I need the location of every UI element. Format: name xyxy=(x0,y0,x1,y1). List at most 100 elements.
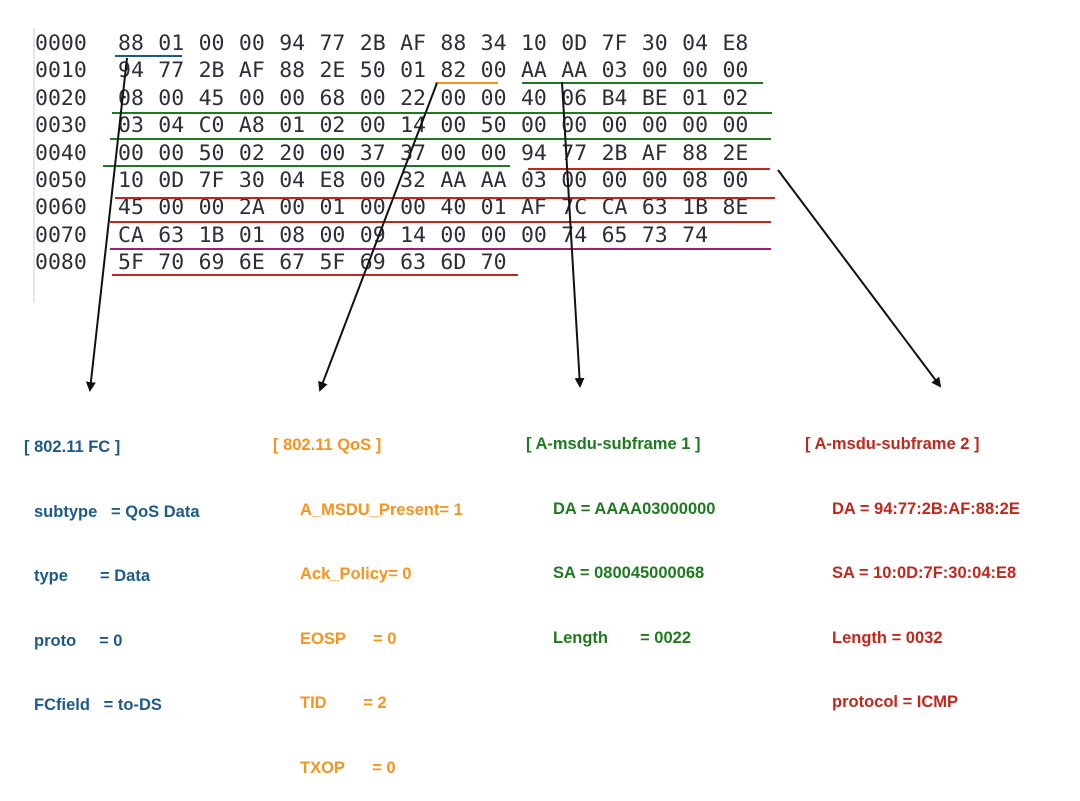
subframe2-annotation: [ A-msdu-subframe 2 ] DA = 94:77:2B:AF:8… xyxy=(805,391,1020,735)
gutter-divider xyxy=(33,28,35,303)
hex-byte: 02 xyxy=(319,113,346,139)
hex-byte: AF xyxy=(641,140,668,166)
hex-byte: 00 xyxy=(359,195,386,221)
hex-byte: 00 xyxy=(601,167,628,193)
hex-byte: 00 xyxy=(561,167,588,193)
hex-byte: 00 xyxy=(440,85,467,111)
hex-byte: AA xyxy=(440,167,467,193)
hex-byte: 00 xyxy=(319,222,346,248)
hex-byte: 01 xyxy=(158,31,185,56)
hex-byte: 88 xyxy=(440,31,467,56)
hex-offset: 0030 xyxy=(35,113,87,139)
hex-byte: 00 xyxy=(319,140,346,166)
hex-byte: 00 xyxy=(520,113,547,139)
subframe2-field: DA = 94:77:2B:AF:88:2E xyxy=(832,499,1020,518)
qos-field: TXOP = 0 xyxy=(300,758,396,777)
hex-byte: 30 xyxy=(641,31,668,56)
hex-byte: 94 xyxy=(118,58,144,84)
hex-byte: 94 xyxy=(279,31,306,56)
hex-byte: 2A xyxy=(238,195,265,221)
fc-field: FCfield = to-DS xyxy=(34,696,162,714)
hex-offset: 0080 xyxy=(35,250,87,276)
hex-byte: 50 xyxy=(480,113,507,139)
hex-byte: 00 xyxy=(722,167,749,193)
fc-field: type = Data xyxy=(34,567,150,585)
hex-byte: 08 xyxy=(682,167,709,193)
hex-byte: 06 xyxy=(561,85,588,111)
hex-byte: AA xyxy=(561,58,588,84)
hex-byte: 01 xyxy=(319,195,346,221)
hex-byte: AA xyxy=(520,58,547,84)
hex-byte: 45 xyxy=(118,195,144,221)
hex-byte: 02 xyxy=(238,140,265,166)
hex-byte: 22 xyxy=(400,85,426,111)
hex-row: 0040 00 00 50 02 20 00 37 37 00 00 94 77 2B AF 88 2E xyxy=(35,140,763,167)
hex-byte: 00 xyxy=(722,113,749,139)
hex-byte: 77 xyxy=(319,31,346,56)
hex-byte: 04 xyxy=(682,31,709,56)
hex-byte: 00 xyxy=(682,58,709,84)
hex-byte: 40 xyxy=(440,195,467,221)
hex-row: 0060 45 00 00 2A 00 01 00 00 40 01 AF 7C CA 63 1B 8E xyxy=(35,194,763,221)
hex-byte: 2E xyxy=(722,140,749,166)
subframe2-arrow xyxy=(777,169,942,388)
hex-byte: 0D xyxy=(158,167,185,193)
subframe2-field: protocol = ICMP xyxy=(832,693,959,711)
hex-byte: 5F xyxy=(319,250,346,276)
hex-byte: 5F xyxy=(118,250,144,276)
hex-byte: 1B xyxy=(682,195,709,221)
hex-byte: 00 xyxy=(641,58,668,84)
subframe1-arrow xyxy=(561,81,585,388)
hex-byte: 00 xyxy=(359,113,386,139)
hex-byte: 8E xyxy=(722,195,749,221)
hex-offset: 0000 xyxy=(35,31,87,56)
hex-byte: E8 xyxy=(722,31,749,56)
fc-title: [ 802.11 FC ] xyxy=(24,438,121,456)
hex-row: 0020 08 00 45 00 00 68 00 22 00 00 40 06 B4 BE 01 02 xyxy=(35,85,763,112)
hex-byte: 00 xyxy=(359,167,386,193)
fc-field: subtype = QoS Data xyxy=(34,502,200,521)
subframe1-annotation: [ A-msdu-subframe 1 ] DA = AAAA03000000 … xyxy=(526,391,716,671)
hex-byte: 74 xyxy=(682,222,709,248)
hex-byte: 10 xyxy=(118,167,144,193)
subframe2-field: Length = 0032 xyxy=(832,628,943,647)
hex-byte: 7C xyxy=(561,195,588,221)
hex-byte: 70 xyxy=(480,250,507,276)
hex-byte: 74 xyxy=(561,222,588,248)
hex-byte: 50 xyxy=(198,140,225,166)
hex-byte: 00 xyxy=(118,140,144,166)
hex-byte: 03 xyxy=(601,58,628,84)
fc-arrow xyxy=(85,57,128,392)
hex-byte: 20 xyxy=(279,140,306,166)
hex-row: 0070 CA 63 1B 01 08 00 09 14 00 00 00 74 65 73 74 xyxy=(35,222,763,249)
hex-byte: 2B xyxy=(601,140,628,166)
hex-byte: 6D xyxy=(440,250,467,276)
hex-byte: E8 xyxy=(319,167,346,193)
hex-row: 0010 94 77 2B AF 88 2E 50 01 82 00 AA AA 03 00 00 00 xyxy=(35,57,763,84)
hex-byte: 01 xyxy=(400,58,426,84)
hex-byte: 30 xyxy=(238,167,265,193)
hex-byte: 00 xyxy=(722,58,749,84)
hex-byte: AF xyxy=(238,58,265,84)
hex-byte: 00 xyxy=(480,140,507,166)
hex-byte: 02 xyxy=(722,85,749,111)
hex-byte: 00 xyxy=(158,85,185,111)
hex-byte: 70 xyxy=(158,250,185,276)
hex-byte: 32 xyxy=(400,167,426,193)
hex-byte: 00 xyxy=(198,195,225,221)
fc-field: proto = 0 xyxy=(34,631,123,650)
subframe1-field: Length = 0022 xyxy=(553,628,692,647)
hex-byte: 00 xyxy=(480,222,507,248)
hex-byte: 37 xyxy=(359,140,386,166)
hex-byte: 08 xyxy=(279,222,306,248)
hex-byte: 01 xyxy=(279,113,306,139)
hex-byte: 00 xyxy=(601,113,628,139)
hex-row: 0030 03 04 C0 A8 01 02 00 14 00 50 00 00 00 00 00 00 xyxy=(35,112,763,139)
subframe1-title: [ A-msdu-subframe 1 ] xyxy=(526,435,701,453)
hex-offset: 0010 xyxy=(35,58,87,84)
hex-byte: 00 xyxy=(279,195,306,221)
hex-byte: 00 xyxy=(641,113,668,139)
qos-annotation: [ 802.11 QoS ] A_MSDU_Present= 1 Ack_Pol… xyxy=(273,392,463,801)
hex-offset: 0050 xyxy=(35,167,87,193)
hex-byte: B4 xyxy=(601,85,628,111)
